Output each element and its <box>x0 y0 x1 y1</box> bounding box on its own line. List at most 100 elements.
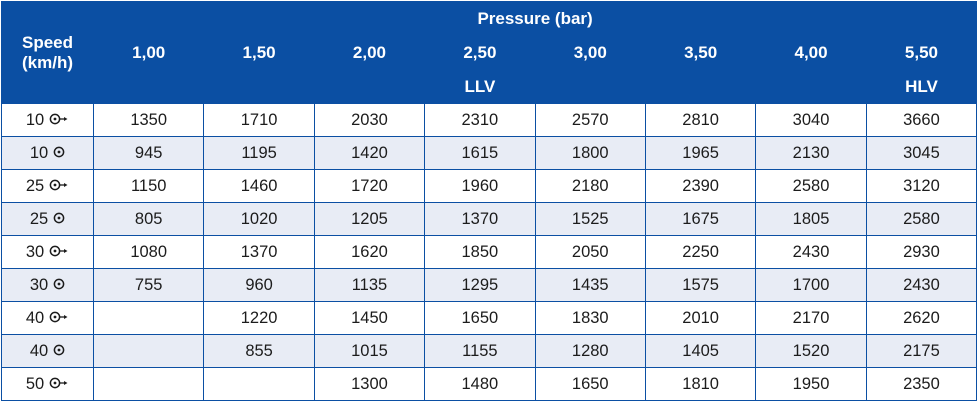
speed-header-label: Speed (km/h) <box>21 32 74 72</box>
speed-value: 50 <box>25 374 45 393</box>
load-value-cell: 2130 <box>755 136 867 170</box>
table-row: 30 755 960 1135 1295 1435 1575 1700 2430 <box>1 268 977 302</box>
load-value-cell: 1650 <box>534 367 646 401</box>
load-value-cell: 1435 <box>534 268 646 302</box>
load-value-cell: 2310 <box>424 103 536 137</box>
load-value-cell: 2430 <box>755 235 867 269</box>
driven-icon <box>49 311 68 323</box>
pressure-value: 4,00 <box>755 35 867 70</box>
speed-cell: 50 <box>1 367 94 401</box>
load-value-cell: 1135 <box>313 268 426 302</box>
pressure-value: 2,00 <box>313 35 426 70</box>
table-row: 40 855 1015 1155 1280 1405 1520 2175 <box>1 334 977 368</box>
load-value-cell: 1405 <box>644 334 757 368</box>
load-value-cell <box>92 301 205 335</box>
load-value-cell: 1150 <box>92 169 205 203</box>
table-row: 10 1350 1710 2030 2310 2570 2810 3040 3660 <box>1 103 977 137</box>
load-value-cell: 1370 <box>203 235 315 269</box>
load-value-cell: 1350 <box>92 103 205 137</box>
load-value-cell: 1850 <box>424 235 536 269</box>
pressure-value: 1,50 <box>203 35 315 70</box>
load-value-cell: 1805 <box>755 202 867 236</box>
pressure-value: 5,50 <box>865 35 977 70</box>
load-value-cell: 2580 <box>865 202 977 236</box>
load-value-cell: 1965 <box>644 136 757 170</box>
load-value-cell: 1300 <box>313 367 426 401</box>
pressure-header: Pressure (bar) <box>92 1 977 36</box>
load-value-cell: 1800 <box>534 136 646 170</box>
load-value-cell: 1615 <box>424 136 536 170</box>
load-value-cell: 805 <box>92 202 205 236</box>
speed-value: 40 <box>25 308 45 327</box>
driven-icon <box>49 377 68 389</box>
speed-cell: 25 <box>1 202 94 236</box>
load-value-cell: 1675 <box>644 202 757 236</box>
pressure-value: 2,50 <box>424 35 536 70</box>
speed-cell: 40 <box>1 301 94 335</box>
speed-cell: 30 <box>1 235 94 269</box>
speed-cell: 10 <box>1 103 94 137</box>
class-llv-header: LLV <box>93 69 867 104</box>
load-value-cell: 3120 <box>865 169 977 203</box>
load-value-cell: 1220 <box>203 301 315 335</box>
pressure-value: 1,00 <box>92 35 205 70</box>
load-value-cell: 1460 <box>203 169 315 203</box>
load-value-cell: 1480 <box>424 367 536 401</box>
load-value-cell: 2620 <box>865 301 977 335</box>
speed-value: 25 <box>25 176 45 195</box>
load-value-cell: 2010 <box>644 301 757 335</box>
load-value-cell: 1450 <box>313 301 426 335</box>
load-value-cell: 1015 <box>313 334 426 368</box>
load-value-cell: 960 <box>203 268 315 302</box>
class-hlv-header: HLV <box>865 69 977 104</box>
load-value-cell: 1195 <box>203 136 315 170</box>
speed-column-header: Speed (km/h) <box>1 1 94 104</box>
load-value-cell: 2570 <box>534 103 646 137</box>
load-value-cell: 1525 <box>534 202 646 236</box>
load-value-cell <box>92 334 205 368</box>
load-capacity-table: Speed (km/h) Pressure (bar) 1,00 1,50 2,… <box>1 1 977 401</box>
load-value-cell: 1155 <box>424 334 536 368</box>
speed-value: 25 <box>29 209 49 228</box>
load-value-cell: 3660 <box>865 103 977 137</box>
load-value-cell: 2180 <box>534 169 646 203</box>
load-value-cell <box>92 367 205 401</box>
table-body: 10 1350 1710 2030 2310 2570 2810 3040 3660 10 945 1… <box>1 103 977 401</box>
load-value-cell: 2430 <box>865 268 977 302</box>
speed-cell: 30 <box>1 268 94 302</box>
load-value-cell: 1420 <box>313 136 426 170</box>
pressure-value: 3,50 <box>644 35 757 70</box>
table-row: 30 1080 1370 1620 1850 2050 2250 2430 2930 <box>1 235 977 269</box>
driven-icon <box>49 179 68 191</box>
load-value-cell: 1520 <box>755 334 867 368</box>
load-value-cell: 1700 <box>755 268 867 302</box>
load-value-cell: 2175 <box>865 334 977 368</box>
load-value-cell: 1720 <box>313 169 426 203</box>
load-value-cell: 1710 <box>203 103 315 137</box>
load-value-cell: 2050 <box>534 235 646 269</box>
speed-cell: 25 <box>1 169 94 203</box>
speed-value: 30 <box>25 242 45 261</box>
load-value-cell: 2930 <box>865 235 977 269</box>
table-row: 40 1220 1450 1650 1830 2010 2170 2620 <box>1 301 977 335</box>
load-value-cell: 1295 <box>424 268 536 302</box>
free-rolling-icon <box>53 278 65 290</box>
speed-value: 30 <box>29 275 49 294</box>
load-value-cell: 2580 <box>755 169 867 203</box>
speed-value: 40 <box>29 341 49 360</box>
load-value-cell: 1650 <box>424 301 536 335</box>
load-value-cell: 755 <box>92 268 205 302</box>
table-row: 50 1300 1480 1650 1810 1950 2350 <box>1 367 977 401</box>
load-value-cell: 1080 <box>92 235 205 269</box>
speed-cell: 40 <box>1 334 94 368</box>
load-value-cell: 945 <box>92 136 205 170</box>
speed-value: 10 <box>25 110 45 129</box>
table-row: 25 1150 1460 1720 1960 2180 2390 2580 3120 <box>1 169 977 203</box>
speed-value: 10 <box>29 143 49 162</box>
load-value-cell: 3040 <box>755 103 867 137</box>
free-rolling-icon <box>53 212 65 224</box>
load-value-cell: 2810 <box>644 103 757 137</box>
load-value-cell: 1205 <box>313 202 426 236</box>
load-value-cell: 2350 <box>865 367 977 401</box>
free-rolling-icon <box>53 146 65 158</box>
